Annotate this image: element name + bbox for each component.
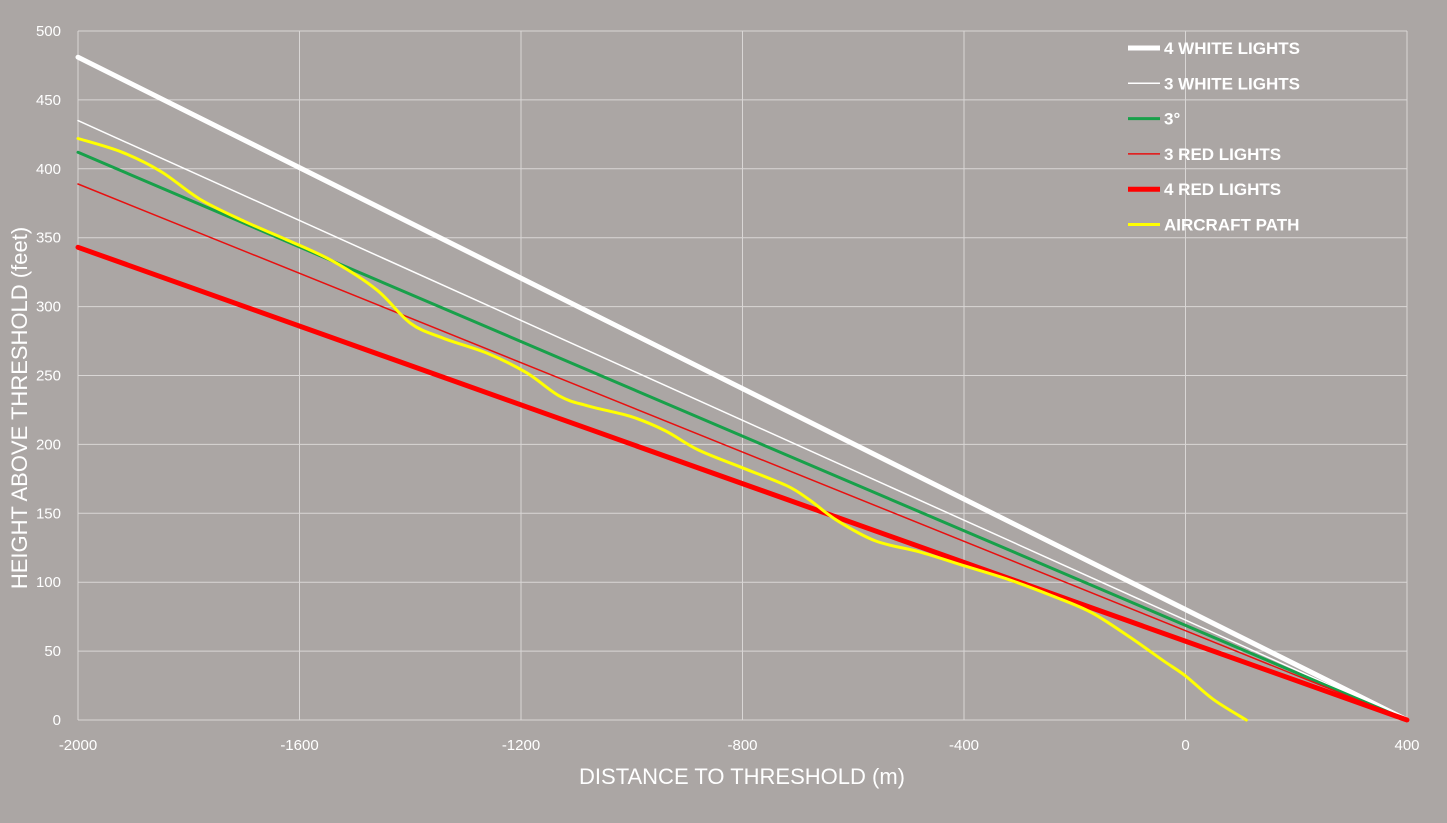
y-tick-label: 200 — [36, 436, 61, 453]
x-tick-label: -1600 — [280, 737, 318, 754]
y-tick-label: 350 — [36, 230, 61, 247]
x-tick-label: -1200 — [502, 737, 540, 754]
gridlines — [77, 30, 1408, 721]
series-line-3-white-lights — [77, 119, 1408, 721]
y-tick-label: 450 — [36, 92, 61, 109]
x-tick-label: -2000 — [59, 737, 97, 754]
legend-label-4-red-lights: 4 RED LIGHTS — [1164, 180, 1281, 199]
y-tick-label: 300 — [36, 299, 61, 316]
y-tick-label: 50 — [44, 643, 61, 660]
x-tick-label: -800 — [727, 737, 757, 754]
x-tick-label: -400 — [949, 737, 979, 754]
tick-labels: 0 50 100 150 200 250 300 350 400 450 500 -2000 -1600… — [36, 23, 1420, 754]
series-line-3-red-lights — [77, 183, 1408, 721]
legend-label-3-red-lights: 3 RED LIGHTS — [1164, 145, 1281, 164]
y-axis-title: HEIGHT ABOVE THRESHOLD (feet) — [7, 227, 32, 589]
x-axis-title: DISTANCE TO THRESHOLD (m) — [579, 764, 905, 789]
series-line-4-red-lights — [75, 244, 1410, 723]
y-tick-label: 250 — [36, 368, 61, 385]
series-line-aircraft-path — [76, 137, 1248, 722]
y-tick-label: 500 — [36, 23, 61, 40]
series-line-4-white-lights — [75, 54, 1410, 723]
y-tick-label: 150 — [36, 505, 61, 522]
legend: 4 WHITE LIGHTS 3 WHITE LIGHTS 3° 3 RED LIGH… — [1128, 39, 1300, 235]
series-lines — [75, 54, 1410, 723]
y-tick-label: 0 — [53, 712, 61, 729]
y-tick-label: 400 — [36, 161, 61, 178]
legend-label-aircraft-path: AIRCRAFT PATH — [1164, 216, 1299, 235]
legend-label-3-white-lights: 3 WHITE LIGHTS — [1164, 74, 1300, 93]
x-tick-label: 0 — [1181, 737, 1189, 754]
legend-label-4-white-lights: 4 WHITE LIGHTS — [1164, 39, 1300, 58]
x-tick-label: 400 — [1394, 737, 1419, 754]
y-tick-label: 100 — [36, 574, 61, 591]
legend-label-3deg: 3° — [1164, 110, 1180, 129]
